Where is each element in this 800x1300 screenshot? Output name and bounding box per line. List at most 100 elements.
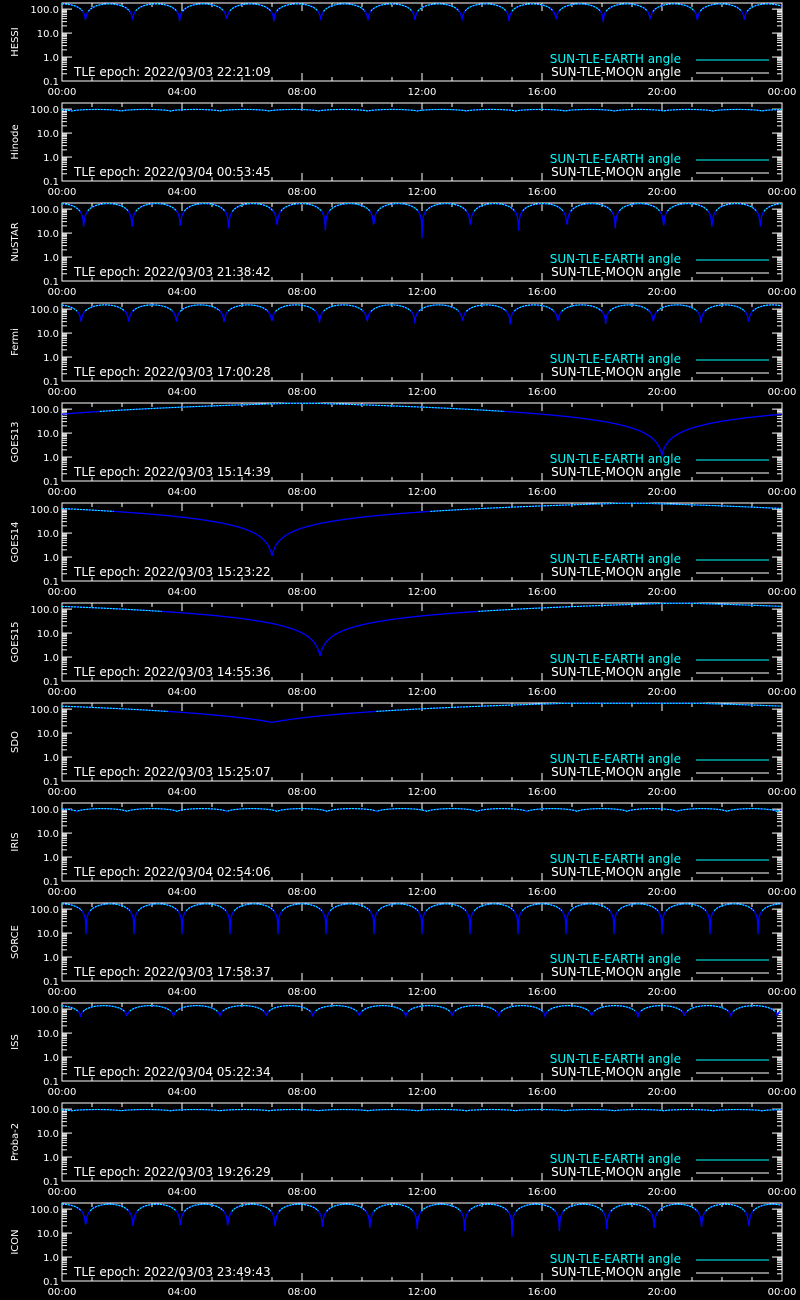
y-tick-label: 0.1 bbox=[43, 377, 59, 388]
x-tick-label: 00:00 bbox=[768, 187, 797, 198]
earth-angle-line-high bbox=[62, 502, 782, 512]
y-tick-label: 100.0 bbox=[30, 805, 59, 816]
earth-angle-line bbox=[62, 602, 782, 657]
x-tick-label: 00:00 bbox=[48, 787, 77, 798]
x-tick-label: 16:00 bbox=[528, 487, 557, 498]
legend-moon-label: SUN-TLE-MOON angle bbox=[551, 165, 681, 179]
y-tick-label: 1.0 bbox=[43, 1053, 59, 1064]
y-tick-label: 10.0 bbox=[37, 429, 59, 440]
tle-epoch: TLE epoch: 2022/03/04 00:53:45 bbox=[73, 165, 271, 179]
x-tick-label: 00:00 bbox=[48, 587, 77, 598]
x-tick-label: 16:00 bbox=[528, 887, 557, 898]
y-tick-label: 10.0 bbox=[37, 1229, 59, 1240]
y-tick-label: 0.1 bbox=[43, 777, 59, 788]
earth-angle-line-high bbox=[99, 402, 505, 412]
x-tick-label: 16:00 bbox=[528, 1287, 557, 1298]
tle-epoch: TLE epoch: 2022/03/03 19:26:29 bbox=[73, 1165, 271, 1179]
x-tick-label: 00:00 bbox=[48, 287, 77, 298]
x-tick-label: 20:00 bbox=[648, 587, 677, 598]
tle-epoch: TLE epoch: 2022/03/03 15:25:07 bbox=[73, 765, 271, 779]
y-tick-label: 10.0 bbox=[37, 729, 59, 740]
x-tick-label: 00:00 bbox=[48, 1287, 77, 1298]
y-tick-label: 100.0 bbox=[30, 105, 59, 116]
x-tick-label: 20:00 bbox=[648, 187, 677, 198]
x-tick-label: 00:00 bbox=[768, 687, 797, 698]
y-tick-label: 1.0 bbox=[43, 453, 59, 464]
y-tick-label: 0.1 bbox=[43, 877, 59, 888]
y-tick-label: 10.0 bbox=[37, 329, 59, 340]
y-tick-label: 100.0 bbox=[30, 5, 59, 16]
panel-nustar: 100.010.01.00.100:00 04:00 08:00 12:00 16:00… bbox=[10, 202, 796, 298]
tle-epoch: TLE epoch: 2022/03/03 17:58:37 bbox=[73, 965, 271, 979]
x-tick-label: 00:00 bbox=[768, 1287, 797, 1298]
satellite-label: ICON bbox=[10, 1229, 21, 1254]
x-tick-label: 16:00 bbox=[528, 1087, 557, 1098]
x-tick-label: 00:00 bbox=[768, 587, 797, 598]
earth-angle-line-high bbox=[62, 808, 783, 813]
x-tick-label: 08:00 bbox=[288, 587, 317, 598]
y-tick-label: 100.0 bbox=[30, 1105, 59, 1116]
y-tick-label: 100.0 bbox=[30, 505, 59, 516]
y-tick-label: 10.0 bbox=[37, 629, 59, 640]
earth-angle-line bbox=[62, 502, 782, 557]
legend-moon-label: SUN-TLE-MOON angle bbox=[551, 1265, 681, 1279]
earth-angle-line-high bbox=[61, 1005, 783, 1012]
x-tick-label: 12:00 bbox=[408, 1087, 437, 1098]
x-tick-label: 12:00 bbox=[408, 887, 437, 898]
legend-earth-label: SUN-TLE-EARTH angle bbox=[550, 652, 681, 666]
panel-iss: 100.010.01.00.100:00 04:00 08:00 12:00 16:00… bbox=[10, 1002, 796, 1098]
y-tick-label: 100.0 bbox=[30, 905, 59, 916]
panel-goes14: 100.010.01.00.100:00 04:00 08:00 12:00 16:00… bbox=[10, 502, 797, 598]
x-tick-label: 00:00 bbox=[768, 887, 797, 898]
y-tick-label: 1.0 bbox=[43, 53, 59, 64]
earth-angle-line-high bbox=[61, 304, 783, 312]
x-tick-label: 16:00 bbox=[528, 1187, 557, 1198]
tle-epoch: TLE epoch: 2022/03/04 05:22:34 bbox=[73, 1065, 271, 1079]
x-tick-label: 12:00 bbox=[408, 1187, 437, 1198]
x-tick-label: 04:00 bbox=[168, 1087, 197, 1098]
x-tick-label: 16:00 bbox=[528, 87, 557, 98]
y-tick-label: 1.0 bbox=[43, 1253, 59, 1264]
y-tick-label: 1.0 bbox=[43, 253, 59, 264]
x-tick-label: 04:00 bbox=[168, 287, 197, 298]
panel-fermi: 100.010.01.00.100:00 04:00 08:00 12:00 16:00… bbox=[10, 302, 796, 398]
y-tick-label: 0.1 bbox=[43, 1177, 59, 1188]
x-tick-label: 08:00 bbox=[288, 987, 317, 998]
legend-earth-label: SUN-TLE-EARTH angle bbox=[550, 1252, 681, 1266]
satellite-label: ISS bbox=[10, 1034, 21, 1050]
tle-epoch: TLE epoch: 2022/03/03 17:00:28 bbox=[73, 365, 271, 379]
legend-moon-label: SUN-TLE-MOON angle bbox=[551, 1065, 681, 1079]
legend-moon-label: SUN-TLE-MOON angle bbox=[551, 265, 681, 279]
tle-epoch: TLE epoch: 2022/03/04 02:54:06 bbox=[73, 865, 271, 879]
y-tick-label: 1.0 bbox=[43, 653, 59, 664]
x-tick-label: 00:00 bbox=[48, 387, 77, 398]
earth-angle-line-high bbox=[62, 602, 782, 612]
x-tick-label: 20:00 bbox=[648, 1187, 677, 1198]
satellite-label: NuSTAR bbox=[10, 222, 21, 261]
x-tick-label: 04:00 bbox=[168, 587, 197, 598]
legend-earth-label: SUN-TLE-EARTH angle bbox=[550, 1152, 681, 1166]
x-tick-label: 12:00 bbox=[408, 187, 437, 198]
legend-moon-label: SUN-TLE-MOON angle bbox=[551, 65, 681, 79]
y-tick-label: 10.0 bbox=[37, 29, 59, 40]
legend-earth-label: SUN-TLE-EARTH angle bbox=[550, 552, 681, 566]
earth-angle-line bbox=[62, 903, 782, 935]
legend-moon-label: SUN-TLE-MOON angle bbox=[551, 565, 681, 579]
x-tick-label: 08:00 bbox=[288, 1087, 317, 1098]
y-tick-label: 100.0 bbox=[30, 405, 59, 416]
panel-hinode: 100.010.01.00.100:00 04:00 08:00 12:00 16:00… bbox=[10, 102, 797, 198]
x-tick-label: 08:00 bbox=[288, 687, 317, 698]
y-tick-label: 0.1 bbox=[43, 677, 59, 688]
panel-proba-2: 100.010.01.00.100:00 04:00 08:00 12:00 16:00… bbox=[10, 1102, 796, 1198]
tle-epoch: TLE epoch: 2022/03/03 15:23:22 bbox=[73, 565, 271, 579]
tle-epoch: TLE epoch: 2022/03/03 23:49:43 bbox=[73, 1265, 271, 1279]
y-tick-label: 0.1 bbox=[43, 1077, 59, 1088]
earth-angle-line-high bbox=[62, 3, 783, 12]
x-tick-label: 00:00 bbox=[48, 1187, 77, 1198]
earth-angle-line-high bbox=[61, 108, 782, 112]
legend-earth-label: SUN-TLE-EARTH angle bbox=[550, 952, 681, 966]
panel-sorce: 100.010.01.00.100:00 04:00 08:00 12:00 16:00… bbox=[10, 902, 796, 998]
x-tick-label: 00:00 bbox=[768, 487, 797, 498]
x-tick-label: 20:00 bbox=[648, 487, 677, 498]
satellite-label: IRIS bbox=[10, 832, 21, 851]
